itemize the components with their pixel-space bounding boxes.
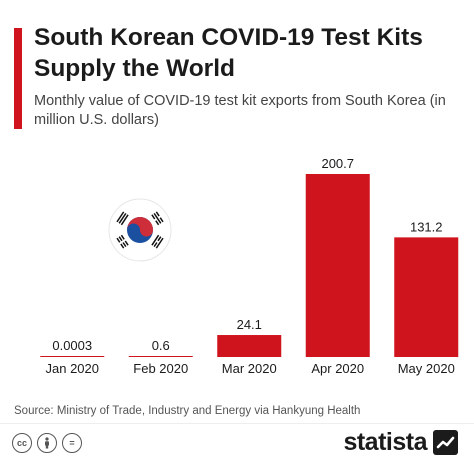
value-label: 0.0003 — [52, 338, 92, 353]
license-icons: cc = — [12, 433, 82, 453]
bar-apr-2020 — [305, 174, 370, 357]
bars-group — [40, 174, 459, 357]
category-label: Mar 2020 — [222, 361, 277, 376]
category-label: Apr 2020 — [311, 361, 364, 376]
category-labels-group: Jan 2020 Feb 2020 Mar 2020 Apr 2020 May 2020 — [46, 361, 455, 376]
bar-feb-2020 — [128, 356, 193, 357]
value-label: 200.7 — [321, 156, 354, 171]
value-label: 24.1 — [237, 317, 262, 332]
creative-commons-icon[interactable]: cc — [12, 433, 32, 453]
bar-mar-2020 — [217, 335, 282, 357]
no-derivatives-icon[interactable]: = — [62, 433, 82, 453]
value-labels-group: 0.0003 0.6 24.1 200.7 131.2 — [52, 156, 442, 353]
bar-jan-2020 — [40, 356, 105, 357]
category-label: Jan 2020 — [46, 361, 100, 376]
statista-logo[interactable]: statista — [343, 428, 458, 457]
brand-name: statista — [343, 428, 427, 456]
category-label: May 2020 — [398, 361, 455, 376]
attribution-icon[interactable] — [37, 433, 57, 453]
person-icon — [45, 437, 49, 449]
value-label: 131.2 — [410, 219, 443, 234]
south-korea-flag-icon — [108, 198, 172, 262]
bar-may-2020 — [394, 237, 459, 357]
category-label: Feb 2020 — [133, 361, 188, 376]
bar-chart: 0.0003 0.6 24.1 200.7 131.2 Jan 2020 Feb 2020… — [40, 156, 459, 376]
value-label: 0.6 — [152, 338, 170, 353]
statista-mark-icon — [433, 430, 458, 455]
title-accent-bar — [14, 28, 22, 129]
source-note: Source: Ministry of Trade, Industry and … — [14, 405, 361, 417]
chart-subtitle: Monthly value of COVID-19 test kit expor… — [34, 93, 446, 128]
footer-divider — [0, 423, 474, 424]
chart-title: South Korean COVID-19 Test Kits Supply t… — [34, 24, 423, 82]
